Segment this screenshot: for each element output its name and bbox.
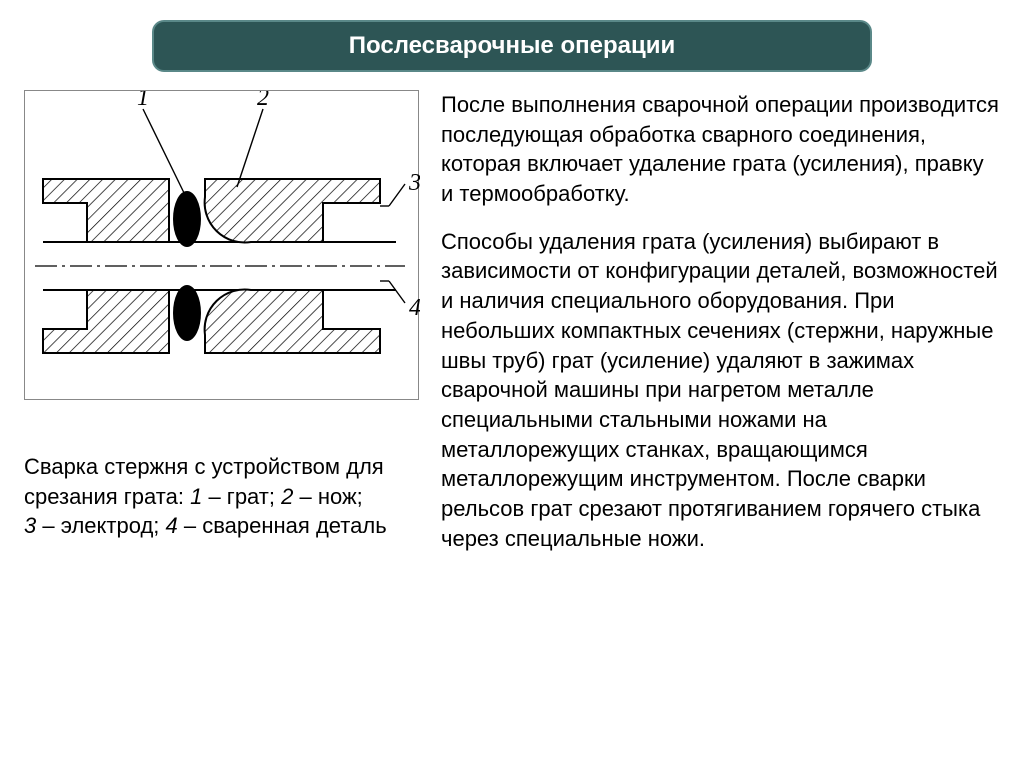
svg-text:4: 4 xyxy=(409,295,420,321)
paragraph-2: Способы удаления грата (усиления) выбира… xyxy=(441,227,1000,554)
caption-num-3: 3 xyxy=(24,513,36,538)
caption-text-2: – нож; xyxy=(293,484,362,509)
caption-num-1: 1 xyxy=(190,484,202,509)
caption-text-1: – грат; xyxy=(202,484,281,509)
svg-text:3: 3 xyxy=(408,170,420,196)
svg-text:2: 2 xyxy=(257,91,269,111)
title-text: Послесварочные операции xyxy=(349,32,675,59)
svg-text:1: 1 xyxy=(137,91,149,111)
welding-diagram: 1 2 3 4 xyxy=(25,91,420,401)
caption-text-3: – электрод; xyxy=(36,513,165,538)
right-column: После выполнения сварочной операции прои… xyxy=(441,90,1000,571)
caption-text-4: – сваренная деталь xyxy=(178,513,387,538)
caption-num-4: 4 xyxy=(166,513,178,538)
diagram-frame: 1 2 3 4 xyxy=(24,90,419,400)
left-column: 1 2 3 4 Сварка стержня с устройством для ср… xyxy=(24,90,419,571)
caption-num-2: 2 xyxy=(281,484,293,509)
content: 1 2 3 4 Сварка стержня с устройством для ср… xyxy=(24,90,1000,571)
paragraph-1: После выполнения сварочной операции прои… xyxy=(441,90,1000,209)
figure-caption: Сварка стержня с устройством для срезани… xyxy=(24,452,419,541)
title-bar: Послесварочные операции xyxy=(152,20,872,72)
